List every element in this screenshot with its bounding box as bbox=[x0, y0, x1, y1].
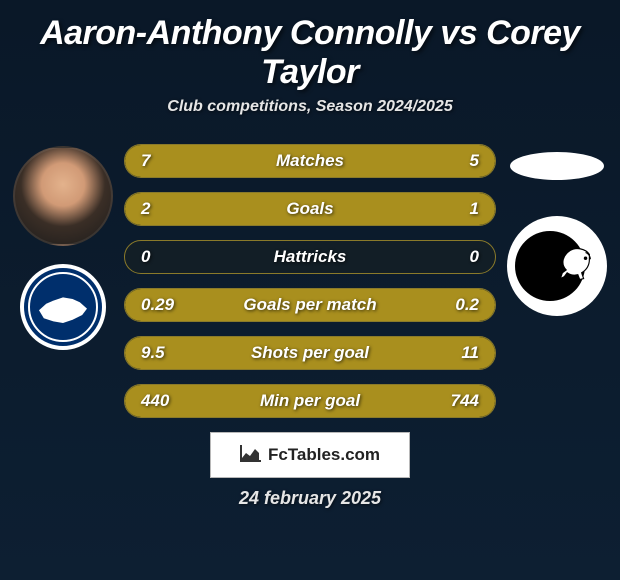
left-column bbox=[8, 138, 118, 350]
right-column bbox=[502, 138, 612, 316]
stat-value-left: 440 bbox=[125, 391, 195, 411]
stat-value-left: 9.5 bbox=[125, 343, 195, 363]
page-title: Aaron-Anthony Connolly vs Corey Taylor bbox=[0, 0, 620, 98]
stat-value-left: 0.29 bbox=[125, 295, 195, 315]
subtitle: Club competitions, Season 2024/2025 bbox=[0, 98, 620, 116]
club-right-badge bbox=[507, 216, 607, 316]
stat-label: Goals per match bbox=[195, 295, 425, 315]
brand-box: FcTables.com bbox=[210, 432, 410, 478]
stat-value-left: 7 bbox=[125, 151, 195, 171]
stat-row: 0.29Goals per match0.2 bbox=[124, 288, 496, 322]
club-left-badge bbox=[20, 264, 106, 350]
stat-label: Shots per goal bbox=[195, 343, 425, 363]
stat-bars: 7Matches5 2Goals1 0Hattricks0 0.29Goals per… bbox=[118, 138, 502, 418]
chart-icon bbox=[240, 444, 262, 467]
stat-row: 440Min per goal744 bbox=[124, 384, 496, 418]
stat-label: Matches bbox=[195, 151, 425, 171]
stat-row: 2Goals1 bbox=[124, 192, 496, 226]
stat-value-left: 2 bbox=[125, 199, 195, 219]
player-left-avatar bbox=[13, 146, 113, 246]
ram-icon bbox=[543, 242, 601, 292]
stat-value-left: 0 bbox=[125, 247, 195, 267]
stat-row: 0Hattricks0 bbox=[124, 240, 496, 274]
date-line: 24 february 2025 bbox=[0, 488, 620, 509]
stat-value-right: 744 bbox=[425, 391, 495, 411]
player-right-avatar bbox=[510, 152, 604, 180]
stat-value-right: 1 bbox=[425, 199, 495, 219]
lion-icon bbox=[39, 291, 87, 323]
stat-row: 7Matches5 bbox=[124, 144, 496, 178]
stat-label: Hattricks bbox=[195, 247, 425, 267]
stat-value-right: 11 bbox=[425, 343, 495, 363]
comparison-main: 7Matches5 2Goals1 0Hattricks0 0.29Goals per… bbox=[0, 138, 620, 418]
stat-row: 9.5Shots per goal11 bbox=[124, 336, 496, 370]
stat-label: Goals bbox=[195, 199, 425, 219]
stat-label: Min per goal bbox=[195, 391, 425, 411]
brand-label: FcTables.com bbox=[268, 445, 380, 465]
stat-value-right: 0.2 bbox=[425, 295, 495, 315]
stat-value-right: 0 bbox=[425, 247, 495, 267]
stat-value-right: 5 bbox=[425, 151, 495, 171]
